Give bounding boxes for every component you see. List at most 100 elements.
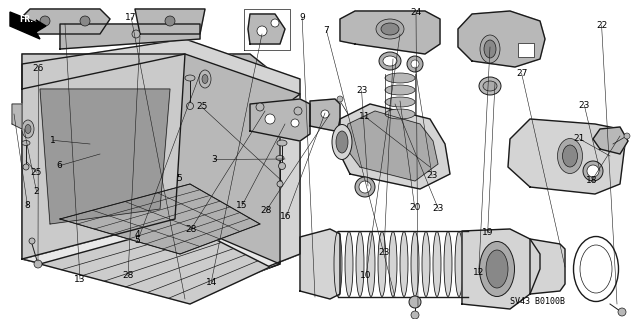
Ellipse shape (385, 109, 415, 119)
Text: 8: 8 (25, 201, 30, 210)
Text: 26: 26 (33, 64, 44, 73)
Ellipse shape (400, 232, 408, 296)
Text: 18: 18 (586, 176, 598, 185)
Circle shape (411, 60, 419, 68)
Circle shape (337, 96, 343, 102)
Polygon shape (135, 9, 205, 34)
Circle shape (265, 114, 275, 124)
Text: 14: 14 (205, 278, 217, 287)
Circle shape (291, 119, 299, 127)
Ellipse shape (411, 232, 419, 296)
Circle shape (257, 26, 267, 36)
Ellipse shape (23, 164, 29, 170)
Circle shape (271, 19, 279, 27)
Circle shape (411, 311, 419, 319)
Circle shape (618, 308, 626, 316)
Text: 28: 28 (260, 206, 272, 215)
Text: 23: 23 (378, 248, 390, 256)
Polygon shape (458, 11, 545, 67)
Polygon shape (343, 111, 438, 181)
Ellipse shape (199, 70, 211, 88)
Text: 4: 4 (135, 230, 140, 239)
Polygon shape (22, 219, 280, 299)
Text: 23: 23 (356, 86, 367, 95)
Text: 10: 10 (360, 271, 372, 280)
Circle shape (80, 16, 90, 26)
Ellipse shape (355, 177, 375, 197)
Text: 13: 13 (74, 275, 86, 284)
Polygon shape (10, 12, 46, 39)
Text: 2: 2 (34, 187, 39, 196)
Polygon shape (300, 229, 340, 299)
Polygon shape (340, 11, 440, 54)
Circle shape (407, 56, 423, 72)
Ellipse shape (22, 120, 34, 138)
Polygon shape (22, 39, 300, 94)
Text: 19: 19 (482, 228, 493, 237)
Ellipse shape (277, 140, 287, 146)
Ellipse shape (479, 241, 515, 296)
Text: 28: 28 (185, 225, 196, 234)
Polygon shape (60, 184, 260, 254)
Text: 9: 9 (300, 13, 305, 22)
Ellipse shape (587, 165, 599, 177)
Text: 24: 24 (410, 8, 422, 17)
Ellipse shape (367, 232, 375, 296)
Circle shape (165, 16, 175, 26)
Ellipse shape (378, 232, 386, 296)
Ellipse shape (186, 102, 193, 109)
Text: 15: 15 (236, 201, 248, 210)
Text: 7: 7 (324, 26, 329, 35)
Circle shape (40, 16, 50, 26)
Ellipse shape (433, 232, 441, 296)
Polygon shape (462, 229, 540, 309)
Ellipse shape (444, 232, 452, 296)
Ellipse shape (483, 81, 497, 91)
Text: 5: 5 (177, 174, 182, 183)
Polygon shape (40, 89, 170, 224)
Ellipse shape (385, 85, 415, 95)
Ellipse shape (356, 232, 364, 296)
Polygon shape (508, 119, 625, 194)
Text: 28: 28 (122, 271, 134, 280)
Ellipse shape (277, 181, 283, 187)
Polygon shape (335, 104, 450, 189)
Text: 20: 20 (409, 203, 420, 212)
Circle shape (29, 238, 35, 244)
Circle shape (256, 103, 264, 111)
Ellipse shape (22, 140, 30, 145)
Ellipse shape (276, 155, 284, 160)
Ellipse shape (345, 232, 353, 296)
Circle shape (321, 110, 329, 118)
Ellipse shape (385, 97, 415, 107)
Ellipse shape (484, 40, 496, 58)
Text: 23: 23 (579, 101, 590, 110)
Circle shape (132, 30, 140, 38)
Text: FR.: FR. (19, 14, 33, 24)
Circle shape (294, 107, 302, 115)
Ellipse shape (376, 19, 404, 39)
Polygon shape (310, 99, 340, 131)
Polygon shape (40, 224, 270, 304)
Text: 1: 1 (51, 136, 56, 145)
Text: 25: 25 (31, 168, 42, 177)
Polygon shape (22, 54, 185, 259)
Text: 21: 21 (573, 134, 585, 143)
Ellipse shape (385, 73, 415, 83)
Text: 17: 17 (125, 13, 137, 22)
Ellipse shape (480, 35, 500, 63)
Ellipse shape (573, 236, 618, 301)
Polygon shape (20, 9, 110, 34)
Circle shape (34, 260, 42, 268)
Circle shape (624, 133, 630, 139)
Ellipse shape (389, 232, 397, 296)
Ellipse shape (332, 124, 352, 160)
Text: 11: 11 (359, 112, 371, 121)
Ellipse shape (479, 77, 501, 95)
Polygon shape (250, 99, 310, 141)
Ellipse shape (557, 138, 582, 174)
Text: 25: 25 (196, 102, 207, 111)
Text: SV43 B0100B: SV43 B0100B (510, 297, 565, 306)
Ellipse shape (278, 162, 285, 169)
Polygon shape (244, 9, 290, 50)
